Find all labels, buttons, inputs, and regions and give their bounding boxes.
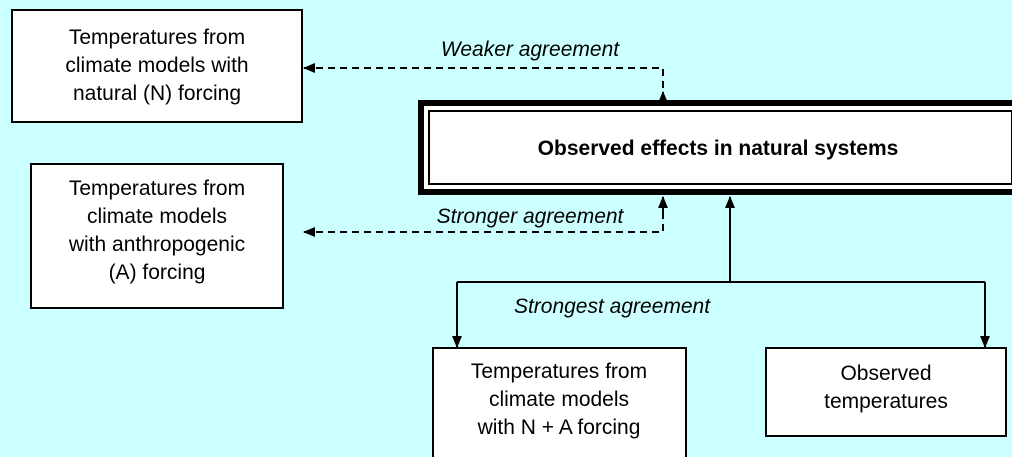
node-box: [765, 347, 1007, 437]
edge-label: Weaker agreement: [441, 38, 620, 61]
node-box: [30, 163, 284, 309]
edge-label: Stronger agreement: [437, 205, 625, 228]
node-box-inner: [428, 110, 1012, 185]
node-label: Temperatures from: [69, 26, 245, 49]
node-label: Observed: [840, 362, 931, 385]
node-label: Temperatures from: [471, 360, 647, 383]
node-label: natural (N) forcing: [73, 82, 241, 105]
node-box: [424, 106, 1012, 189]
node-box: [432, 347, 687, 457]
node-label: climate models: [87, 205, 227, 228]
edge-label: Strongest agreement: [514, 295, 711, 318]
node-label: climate models with: [65, 54, 248, 77]
node-label: climate models: [489, 388, 629, 411]
node-label: with anthropogenic: [68, 233, 245, 256]
node-label: with N + A forcing: [477, 416, 641, 439]
node-label: Observed effects in natural systems: [538, 137, 899, 160]
node-box: [11, 9, 303, 123]
node-label: (A) forcing: [109, 261, 206, 284]
node-label: temperatures: [824, 390, 948, 413]
node-label: Temperatures from: [69, 177, 245, 200]
